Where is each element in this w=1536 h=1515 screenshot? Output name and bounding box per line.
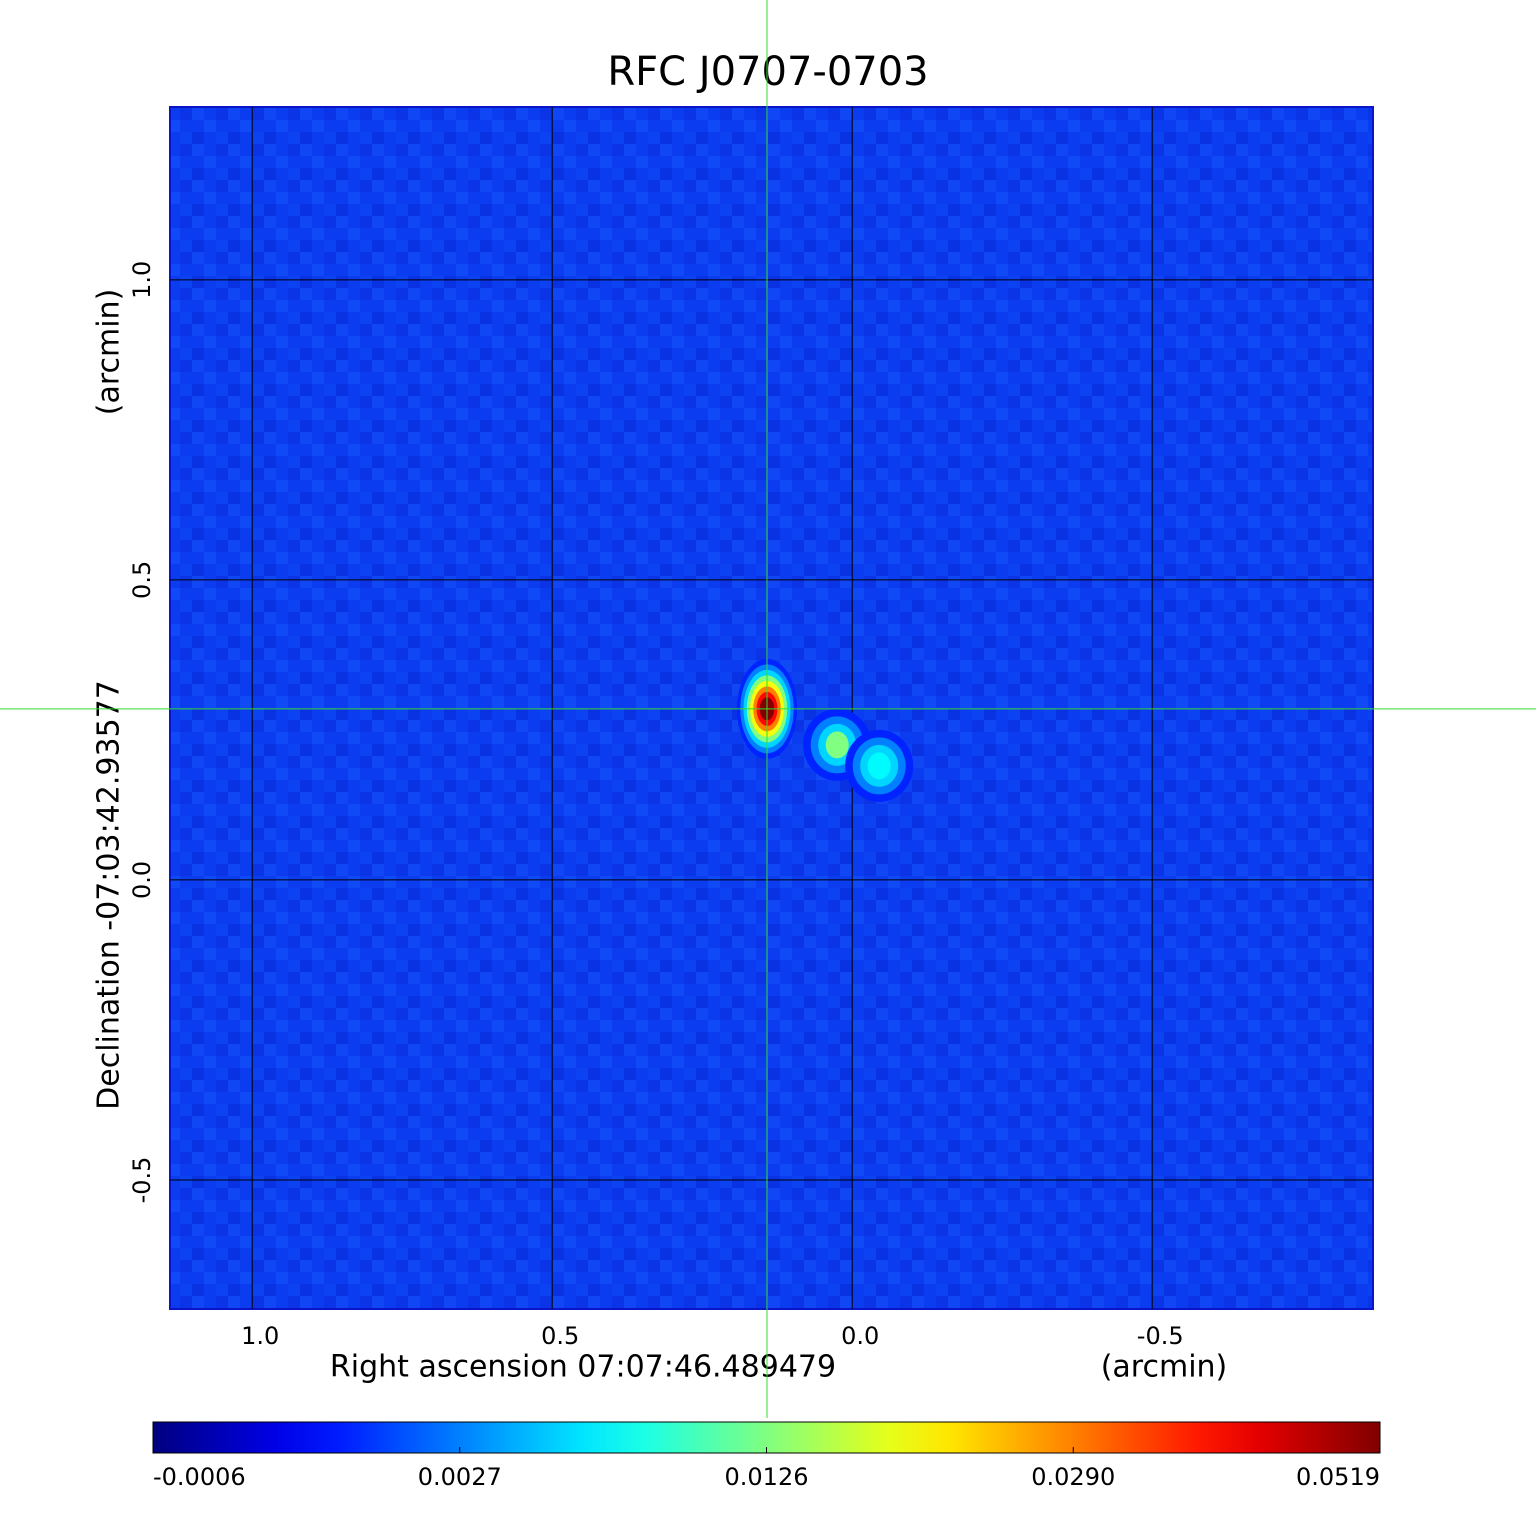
colorbar-tick-label: 0.0126: [725, 1463, 809, 1491]
y-axis-label: Declination -07:03:42.93577: [92, 680, 127, 1110]
y-tick-label: 1.0: [128, 261, 156, 299]
chart-title: RFC J0707-0703: [607, 49, 928, 95]
x-tick-label: 0.5: [541, 1322, 579, 1350]
colorbar-tick-label: 0.0519: [1296, 1463, 1380, 1491]
source-level: [825, 731, 849, 759]
y-tick-label: -0.5: [128, 1157, 156, 1204]
source: [845, 729, 914, 802]
x-tick-label: -0.5: [1137, 1322, 1184, 1350]
y-tick-label: 0.5: [128, 561, 156, 599]
source-level: [867, 752, 891, 780]
y-tick-label: 0.0: [128, 861, 156, 899]
x-tick-label: 0.0: [841, 1322, 879, 1350]
colorbar-tick-label: 0.0027: [418, 1463, 502, 1491]
x-axis-unit: (arcmin): [1101, 1350, 1228, 1385]
x-tick-label: 1.0: [241, 1322, 279, 1350]
colorbar-tick-label: 0.0290: [1031, 1463, 1115, 1491]
x-axis-label: Right ascension 07:07:46.489479: [330, 1350, 836, 1385]
colorbar-tick-label: -0.0006: [153, 1463, 246, 1491]
y-axis-unit: (arcmin): [92, 289, 127, 416]
